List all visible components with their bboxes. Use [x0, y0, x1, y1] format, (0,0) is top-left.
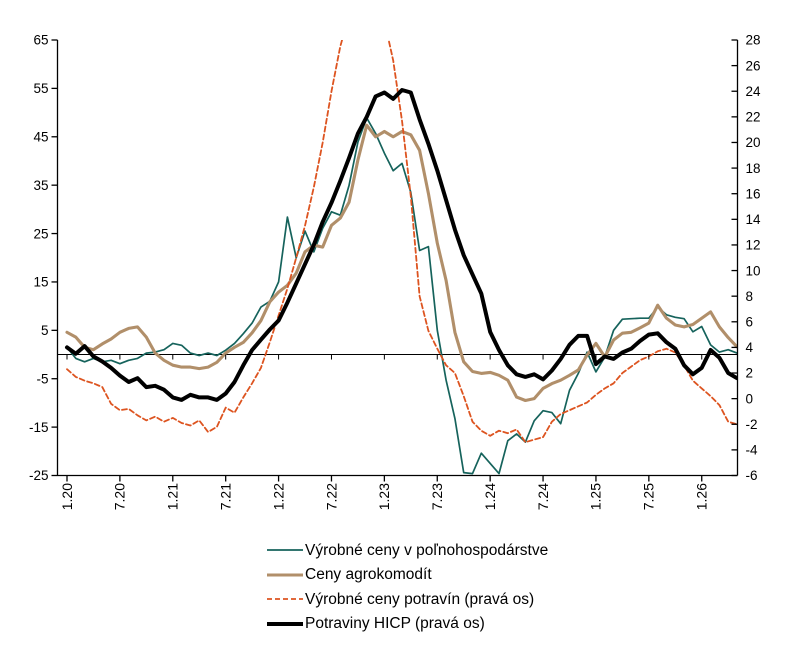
svg-text:26: 26	[746, 58, 761, 73]
svg-text:24: 24	[746, 84, 762, 99]
svg-text:1.23: 1.23	[376, 483, 392, 510]
svg-text:-5: -5	[36, 371, 48, 386]
svg-text:1.26: 1.26	[694, 483, 710, 510]
svg-text:28: 28	[746, 33, 761, 48]
svg-text:7.22: 7.22	[323, 483, 339, 510]
svg-text:20: 20	[746, 135, 761, 150]
svg-text:65: 65	[33, 33, 48, 48]
svg-text:7.24: 7.24	[535, 483, 551, 510]
svg-text:55: 55	[33, 81, 48, 96]
svg-text:-6: -6	[746, 468, 758, 483]
svg-text:5: 5	[41, 323, 49, 338]
svg-text:-2: -2	[746, 417, 758, 432]
svg-text:-15: -15	[29, 420, 49, 435]
svg-text:8: 8	[746, 289, 754, 304]
svg-text:25: 25	[33, 226, 48, 241]
legend-item-food-producer-prices: Výrobné ceny potravín (pravá os)	[267, 587, 548, 612]
svg-text:1.22: 1.22	[270, 483, 286, 510]
legend-label-agri-producer-prices: Výrobné ceny v poľnohospodárstve	[305, 541, 549, 559]
svg-text:1.25: 1.25	[588, 483, 604, 510]
svg-text:35: 35	[33, 178, 48, 193]
svg-text:12: 12	[746, 238, 761, 253]
svg-text:7.25: 7.25	[641, 483, 657, 510]
svg-text:16: 16	[746, 186, 761, 201]
svg-text:45: 45	[33, 129, 48, 144]
svg-text:10: 10	[746, 263, 761, 278]
legend-swatch-food-hicp	[267, 622, 303, 627]
legend-label-food-producer-prices: Výrobné ceny potravín (pravá os)	[305, 590, 535, 608]
legend-label-agro-commodity-prices: Ceny agrokomodít	[305, 566, 432, 584]
legend-item-agri-producer-prices: Výrobné ceny v poľnohospodárstve	[267, 538, 548, 563]
svg-text:4: 4	[746, 340, 754, 355]
svg-text:0: 0	[746, 391, 754, 406]
legend-label-food-hicp: Potraviny HICP (pravá os)	[305, 615, 485, 633]
legend-swatch-agri-producer-prices	[267, 549, 303, 552]
svg-text:1.20: 1.20	[59, 483, 75, 510]
svg-text:-4: -4	[746, 443, 758, 458]
svg-text:15: 15	[33, 275, 48, 290]
svg-text:1.24: 1.24	[482, 483, 498, 510]
legend-item-agro-commodity-prices: Ceny agrokomodít	[267, 563, 548, 588]
svg-text:-25: -25	[29, 468, 49, 483]
svg-text:22: 22	[746, 110, 761, 125]
svg-text:7.23: 7.23	[429, 483, 445, 510]
legend: Výrobné ceny v poľnohospodárstve Ceny ag…	[267, 538, 548, 636]
svg-text:14: 14	[746, 212, 762, 227]
legend-item-food-hicp: Potraviny HICP (pravá os)	[267, 612, 548, 637]
svg-text:7.20: 7.20	[112, 483, 128, 510]
svg-text:18: 18	[746, 161, 761, 176]
svg-text:6: 6	[746, 314, 754, 329]
legend-swatch-food-producer-prices	[267, 598, 303, 601]
svg-text:2: 2	[746, 366, 754, 381]
legend-swatch-agro-commodity-prices	[267, 573, 303, 577]
svg-text:7.21: 7.21	[217, 483, 233, 510]
svg-text:1.21: 1.21	[165, 483, 181, 510]
